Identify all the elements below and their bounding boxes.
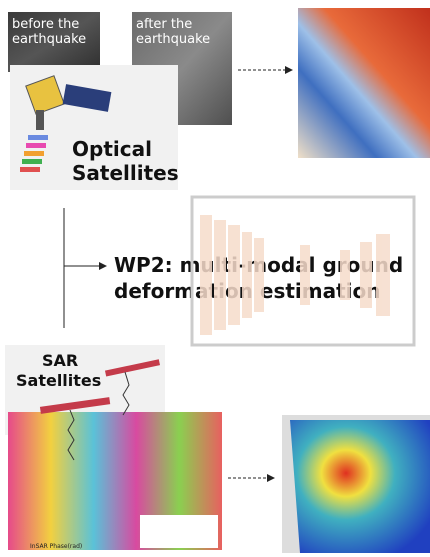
after-label: after the earthquake [136, 17, 210, 47]
interferogram-legend [140, 515, 218, 548]
before-label-1: before the earthquake [12, 17, 86, 47]
optical-label-2: Satellites [72, 161, 179, 185]
network-blocks [200, 215, 390, 335]
optical-satellite-icon [20, 75, 112, 172]
sar-label-2: Satellites [16, 371, 101, 390]
sar-satellites-icon [39, 359, 161, 461]
deformation-map [290, 420, 430, 553]
sar-label-1: SAR [42, 351, 78, 370]
before-image [8, 12, 100, 72]
optical-label-1: Optical [72, 137, 152, 161]
displacement-map [298, 8, 430, 158]
interferogram-axis-label: InSAR Phase(rad) [30, 543, 82, 550]
network-box [190, 195, 416, 347]
